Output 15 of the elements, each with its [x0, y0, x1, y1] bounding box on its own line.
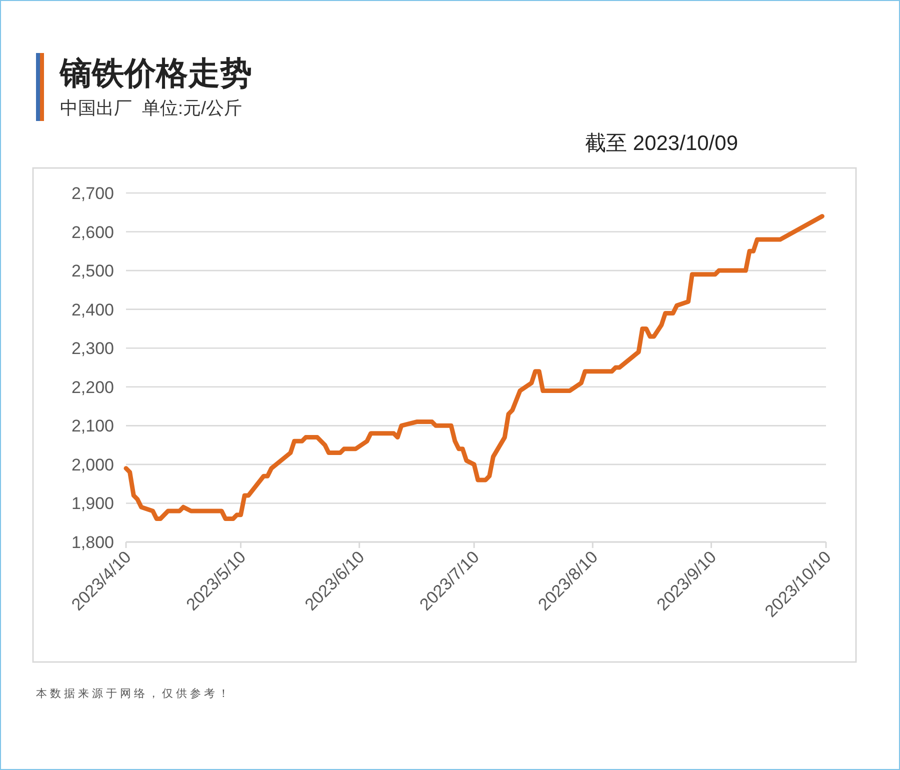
y-tick-label: 2,300	[71, 339, 114, 358]
y-tick-label: 2,400	[71, 300, 114, 320]
y-tick-label: 1,900	[71, 494, 114, 514]
y-tick-label: 2,700	[71, 184, 114, 203]
chart-title: 镝铁价格走势	[59, 55, 252, 91]
y-tick-label: 2,000	[71, 455, 114, 474]
y-tick-label: 2,600	[71, 222, 114, 242]
text: 本数据来源于网络，仅供参考！	[36, 687, 232, 700]
y-tick-label: 2,500	[71, 262, 114, 281]
y-tick-label: 2,100	[71, 416, 114, 436]
text: 截至 2023/10/09	[585, 132, 738, 155]
line-series	[124, 214, 824, 521]
chart-subtitle: 中国出厂 单位:元/公斤	[60, 98, 242, 118]
y-tick-label: 1,800	[71, 533, 114, 552]
y-tick-label: 2,200	[71, 378, 114, 397]
